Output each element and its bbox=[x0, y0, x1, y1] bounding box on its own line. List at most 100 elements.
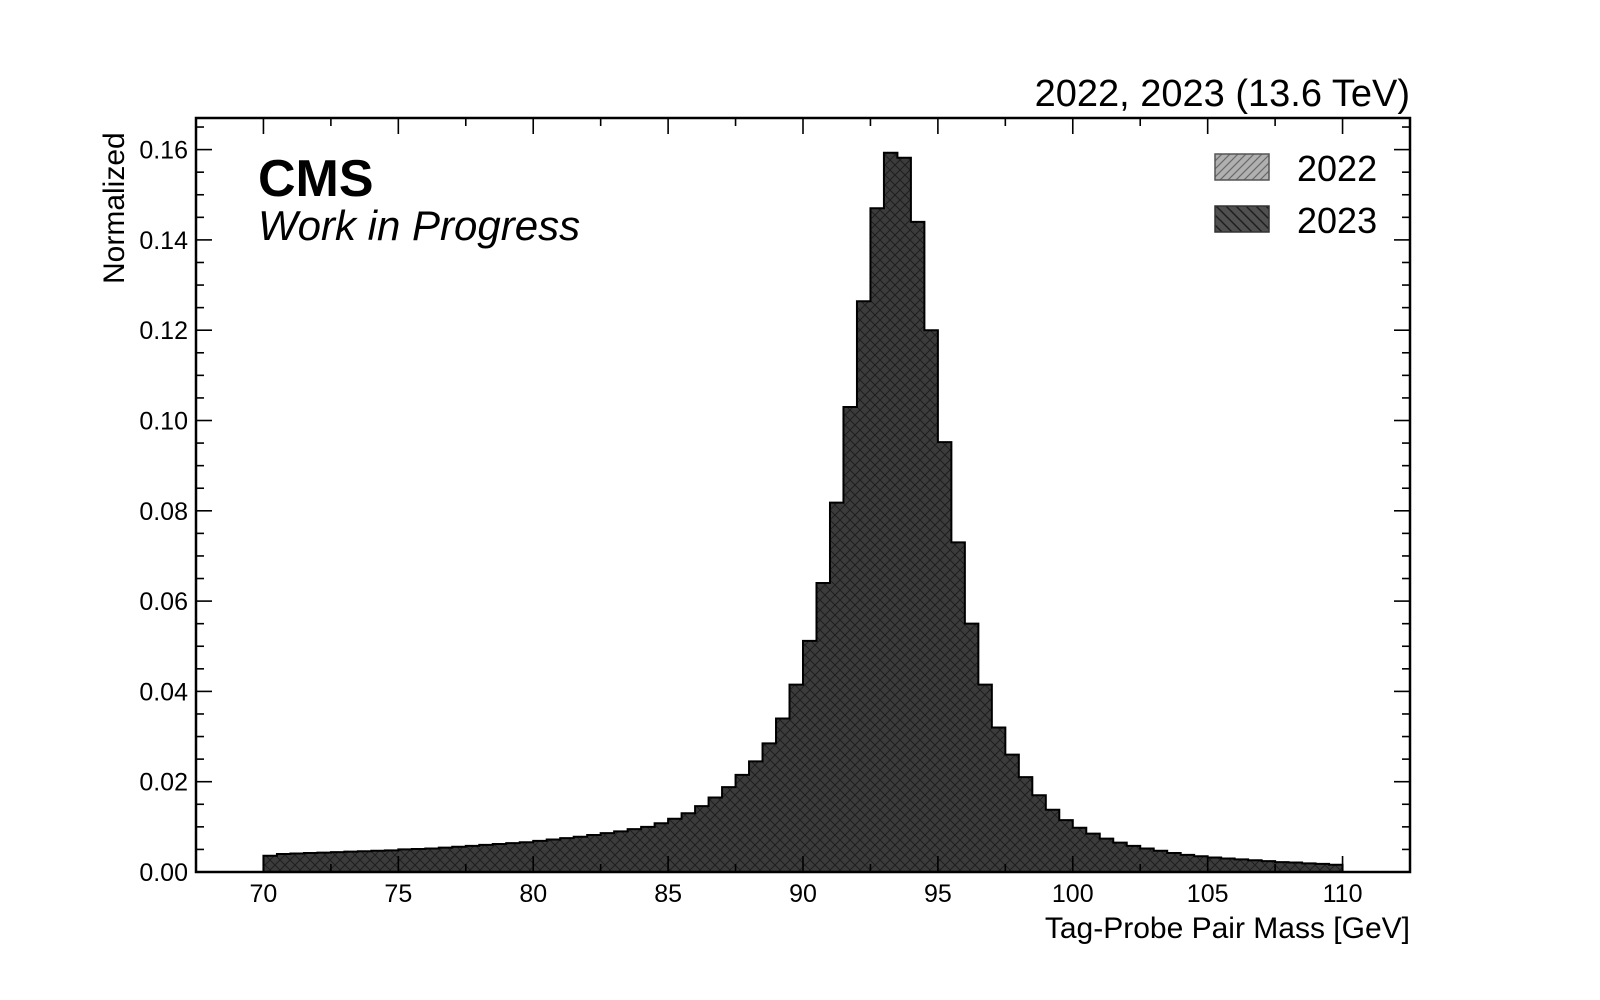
histogram-bar bbox=[1167, 853, 1182, 872]
histogram-bar bbox=[398, 849, 413, 872]
histogram-bar bbox=[803, 640, 818, 872]
histogram-bar bbox=[951, 542, 966, 872]
histogram-bar bbox=[1045, 809, 1060, 872]
legend-label-2023: 2023 bbox=[1297, 200, 1377, 241]
histogram-bar bbox=[384, 850, 399, 872]
histogram-bar bbox=[479, 844, 494, 872]
histogram-bar bbox=[587, 834, 602, 872]
legend-swatch-2022 bbox=[1214, 153, 1270, 181]
histogram-bar bbox=[1329, 864, 1344, 872]
histogram-bar bbox=[1315, 863, 1330, 872]
y-tick-label: 0.08 bbox=[139, 498, 188, 526]
histogram-bar bbox=[344, 851, 359, 872]
y-tick-label: 0.00 bbox=[139, 859, 188, 887]
histogram-bar bbox=[1180, 854, 1195, 872]
histogram-bar bbox=[1072, 827, 1087, 872]
histogram-bar bbox=[371, 850, 386, 872]
histogram-bar bbox=[991, 727, 1006, 872]
histogram-bar bbox=[614, 831, 629, 872]
histogram-bar bbox=[641, 826, 656, 872]
histogram-bar bbox=[816, 583, 831, 872]
histogram-bar bbox=[290, 853, 305, 872]
x-tick-label: 105 bbox=[1187, 880, 1229, 908]
x-tick-label: 110 bbox=[1323, 880, 1363, 908]
y-tick-label: 0.06 bbox=[139, 588, 188, 616]
histogram-bar bbox=[1248, 860, 1263, 872]
histogram-bar bbox=[438, 847, 453, 872]
histogram-bar bbox=[1099, 838, 1114, 872]
histogram-bar bbox=[452, 846, 467, 872]
histogram-bar bbox=[762, 743, 777, 872]
histogram-bar bbox=[506, 843, 521, 872]
histogram-bar bbox=[1059, 820, 1074, 872]
histogram-bar bbox=[910, 221, 925, 873]
axis-ticks: 70 75 80 85 90 95 100 105 110 0.00 0.02 0.04 0.06 0.0… bbox=[139, 118, 1411, 908]
y-tick-label: 0.12 bbox=[139, 317, 188, 345]
histogram-bar bbox=[668, 818, 683, 872]
histogram-bar bbox=[1113, 842, 1128, 872]
histogram-bar bbox=[708, 797, 723, 872]
experiment-label: CMS bbox=[258, 150, 374, 208]
histogram-bar bbox=[1018, 777, 1033, 872]
histogram-bar bbox=[276, 853, 292, 872]
histogram-bar bbox=[560, 838, 575, 872]
histogram-bar bbox=[627, 829, 642, 872]
y-axis-title: Normalized bbox=[98, 132, 131, 284]
histogram-bar bbox=[330, 852, 345, 872]
histogram-bar bbox=[1194, 856, 1209, 872]
legend-label-2022: 2022 bbox=[1297, 148, 1377, 189]
status-label: Work in Progress bbox=[258, 202, 580, 249]
histogram-bar bbox=[1302, 863, 1317, 872]
y-tick-label: 0.04 bbox=[139, 678, 188, 706]
histogram-bar bbox=[843, 406, 858, 872]
histogram-bar bbox=[1126, 845, 1141, 872]
x-tick-label: 85 bbox=[654, 880, 682, 908]
histogram-bar bbox=[303, 853, 318, 872]
y-tick-label: 0.02 bbox=[139, 769, 188, 797]
histogram-bar bbox=[856, 301, 872, 873]
histogram-bars bbox=[263, 152, 1344, 873]
histogram-bar bbox=[533, 840, 548, 872]
histogram-bar bbox=[870, 208, 885, 872]
histogram-bar bbox=[1005, 754, 1020, 872]
histogram-bar bbox=[357, 851, 372, 872]
histogram-bar bbox=[937, 442, 952, 872]
x-tick-label: 70 bbox=[250, 880, 278, 908]
histogram-bar bbox=[924, 330, 939, 872]
histogram-bar bbox=[722, 787, 737, 872]
histogram-bar bbox=[573, 836, 588, 872]
histogram-bar bbox=[465, 845, 480, 872]
legend-item: 2022 bbox=[1214, 148, 1377, 189]
histogram-bar bbox=[749, 761, 764, 872]
histogram-bar bbox=[735, 774, 750, 872]
histogram-bar bbox=[1275, 862, 1290, 872]
x-tick-label: 100 bbox=[1052, 880, 1094, 908]
plot-frame bbox=[194, 116, 1412, 874]
histogram-bar bbox=[695, 806, 710, 872]
histogram-bar bbox=[897, 157, 912, 872]
histogram-bar bbox=[1140, 848, 1155, 872]
x-tick-label: 95 bbox=[924, 880, 952, 908]
legend-item: 2023 bbox=[1214, 200, 1377, 241]
histogram-bar bbox=[425, 848, 440, 872]
y-tick-label: 0.10 bbox=[139, 408, 188, 436]
histogram-bar bbox=[883, 152, 899, 873]
histogram-bar bbox=[1221, 858, 1236, 872]
histogram-bar bbox=[1207, 857, 1222, 872]
legend-swatch-2023 bbox=[1214, 205, 1270, 233]
histogram-bar bbox=[1086, 833, 1101, 872]
histogram-bar bbox=[411, 848, 426, 872]
histogram-bar bbox=[317, 852, 332, 872]
histogram-bar bbox=[681, 813, 696, 872]
histogram-bar bbox=[978, 684, 993, 872]
y-tick-label: 0.14 bbox=[139, 227, 188, 255]
histogram-outline bbox=[262, 151, 1344, 872]
y-tick-label: 0.16 bbox=[139, 137, 188, 165]
x-tick-label: 75 bbox=[384, 880, 412, 908]
histogram-bar bbox=[964, 623, 979, 872]
histogram-bar bbox=[1261, 861, 1276, 872]
histogram-bar bbox=[776, 718, 791, 872]
histogram-bar bbox=[1032, 795, 1047, 872]
histogram-bar bbox=[829, 502, 845, 872]
